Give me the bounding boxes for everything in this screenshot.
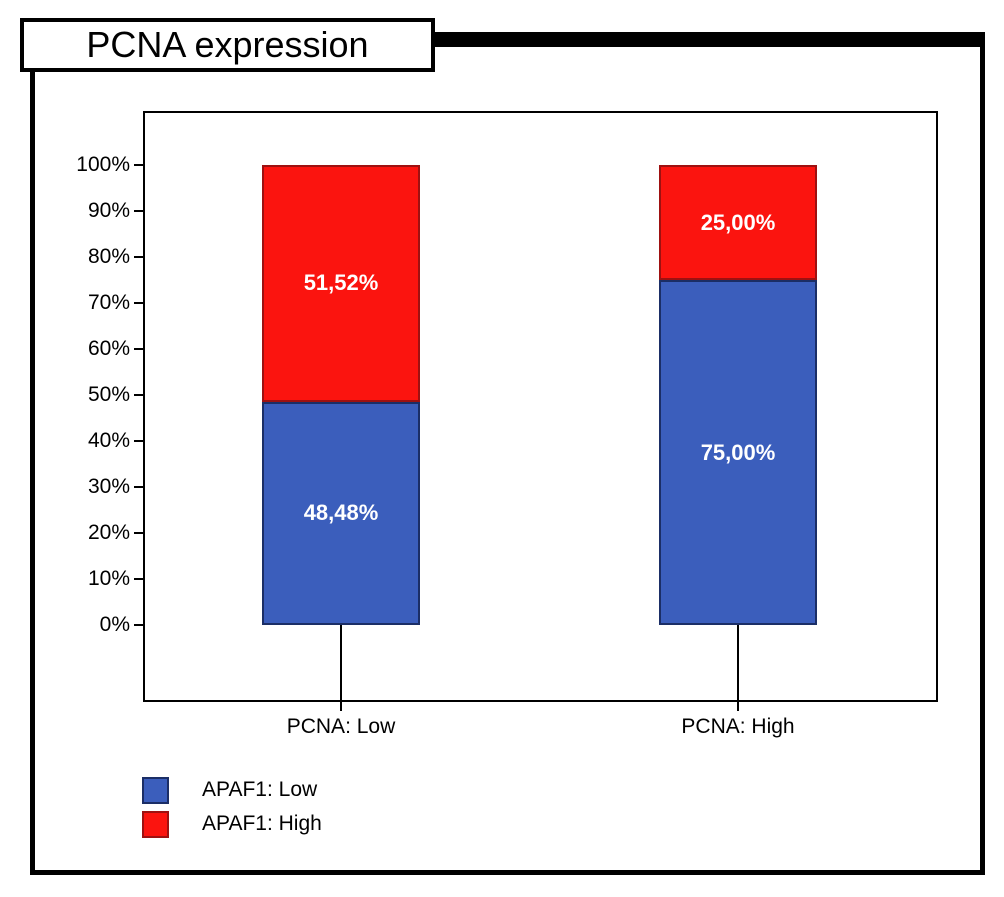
legend-row: APAF1: Low	[142, 773, 322, 807]
y-tick-mark	[134, 210, 143, 212]
y-tick-mark	[134, 256, 143, 258]
category-label: PCNA: High	[681, 715, 795, 738]
y-tick-label: 20%	[87, 521, 130, 544]
chart-title: PCNA expression	[86, 24, 369, 65]
bar-segment-low-cat0: 48,48%	[262, 401, 420, 625]
y-tick-label: 0%	[99, 613, 130, 636]
y-tick-label: 40%	[87, 429, 130, 452]
legend-row: APAF1: High	[142, 807, 322, 841]
legend-swatch-apaf1-high	[142, 810, 169, 838]
y-tick-mark	[134, 532, 143, 534]
chart-title-box: PCNA expression	[20, 18, 435, 72]
y-tick-label: 60%	[87, 337, 130, 360]
legend-swatch-apaf1-low	[142, 776, 169, 804]
category-label: PCNA: Low	[286, 715, 396, 738]
y-tick-label: 30%	[87, 475, 130, 498]
y-tick-mark	[134, 348, 143, 350]
y-tick-mark	[134, 578, 143, 580]
y-tick-label: 90%	[87, 199, 130, 222]
y-tick-label: 80%	[87, 245, 130, 268]
y-tick-label: 70%	[87, 291, 130, 314]
bar-value-label: 75,00%	[700, 439, 776, 465]
y-tick-mark	[134, 394, 143, 396]
bar-value-label: 51,52%	[303, 270, 379, 296]
category-stem	[340, 625, 342, 711]
legend-label: APAF1: High	[202, 812, 322, 835]
category-stem	[737, 625, 739, 711]
bar-value-label: 25,00%	[700, 209, 776, 235]
bar-segment-high-cat0: 51,52%	[262, 165, 420, 402]
y-tick-label: 10%	[87, 567, 130, 590]
y-tick-mark	[134, 440, 143, 442]
y-tick-mark	[134, 164, 143, 166]
y-tick-mark	[134, 302, 143, 304]
bar-segment-low-cat1: 75,00%	[659, 280, 817, 625]
legend-label: APAF1: Low	[202, 778, 318, 801]
bar-value-label: 48,48%	[303, 500, 379, 526]
y-tick-mark	[134, 486, 143, 488]
y-tick-label: 100%	[76, 153, 130, 176]
y-tick-mark	[134, 624, 143, 626]
legend: APAF1: Low APAF1: High	[142, 773, 322, 841]
bar-segment-high-cat1: 25,00%	[659, 165, 817, 280]
y-tick-label: 50%	[87, 383, 130, 406]
